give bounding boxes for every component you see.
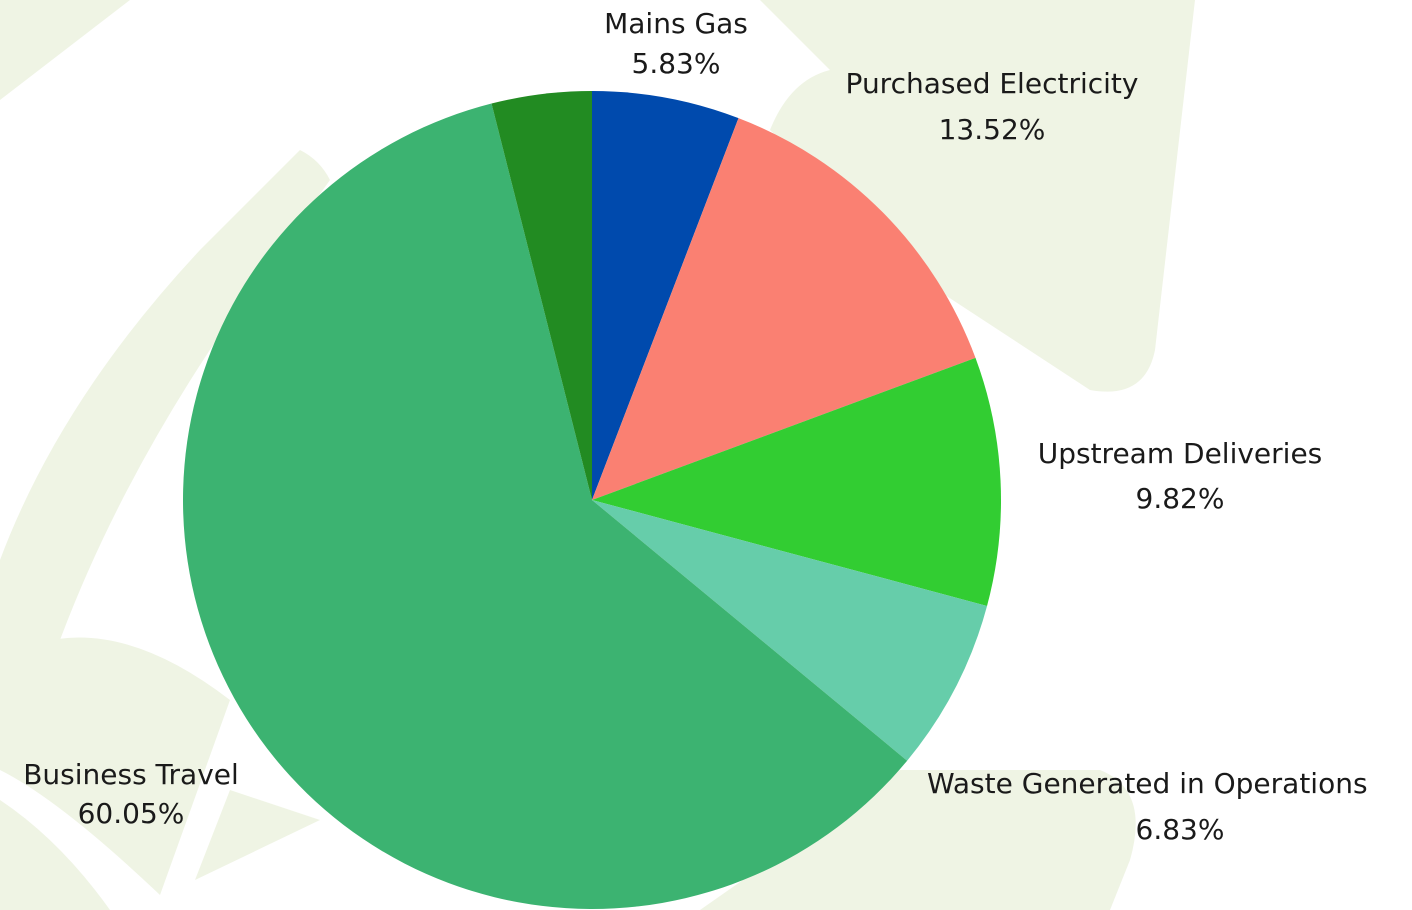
slice-value-label: 5.83%: [632, 47, 721, 80]
slice-label: Purchased Electricity: [846, 67, 1139, 100]
pie: [183, 91, 1001, 909]
slice-value-label: 9.82%: [1136, 482, 1225, 515]
page: {"chart_data": {"type": "pie", "categori…: [0, 0, 1412, 910]
slice-value-label: 6.83%: [1136, 813, 1225, 846]
slice-value-label: 13.52%: [939, 113, 1046, 146]
slice-value-label: 60.05%: [78, 797, 185, 830]
slice-label: Waste Generated in Operations: [927, 767, 1368, 800]
slice-label: Business Travel: [23, 758, 239, 791]
slice-label: Mains Gas: [604, 7, 748, 40]
chart: Mains Gas 5.83% Purchased Electricity 13.52…: [0, 0, 1412, 910]
slice-label: Upstream Deliveries: [1038, 437, 1323, 470]
